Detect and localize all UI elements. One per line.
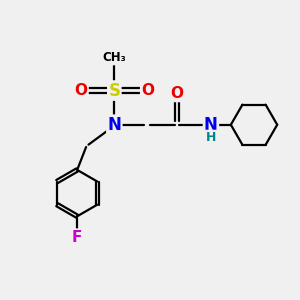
Text: O: O xyxy=(170,86,183,101)
Text: N: N xyxy=(204,116,218,134)
Text: S: S xyxy=(108,82,120,100)
Text: H: H xyxy=(206,131,216,144)
Text: N: N xyxy=(107,116,121,134)
Text: O: O xyxy=(141,83,154,98)
Text: O: O xyxy=(74,83,88,98)
Text: F: F xyxy=(72,230,83,244)
Text: CH₃: CH₃ xyxy=(103,51,126,64)
